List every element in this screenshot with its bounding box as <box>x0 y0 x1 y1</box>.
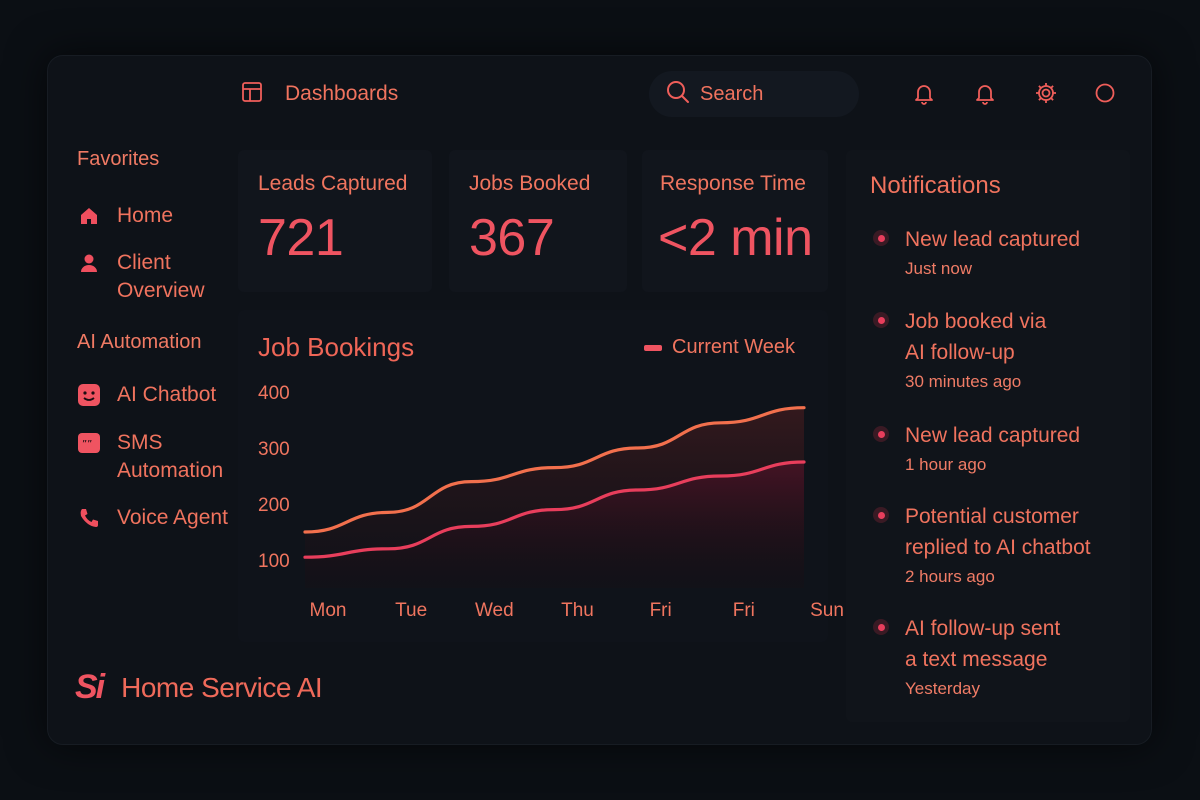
notification-item[interactable]: Potential customer replied to AI chatbot… <box>873 501 1091 587</box>
notification-item[interactable]: New lead captured 1 hour ago <box>873 420 1080 475</box>
brand: Si Home Service AI <box>75 668 323 707</box>
sidebar-item-client-overview[interactable]: Client Overview <box>77 249 205 305</box>
stat-title: Response Time <box>660 172 806 195</box>
chart-title: Job Bookings <box>258 332 415 362</box>
user-icon <box>77 251 101 275</box>
profile-icon[interactable] <box>1092 80 1118 106</box>
search-icon <box>666 80 690 109</box>
home-icon <box>77 204 101 228</box>
brand-logo: Si <box>75 668 105 706</box>
sidebar-item-label: Home <box>117 204 174 227</box>
bell-icon[interactable] <box>911 80 937 106</box>
notification-item[interactable]: Job booked via AI follow-up 30 minutes a… <box>873 306 1046 392</box>
sidebar-item-home[interactable]: Home <box>77 202 173 230</box>
notification-dot-icon <box>873 230 889 246</box>
ai-automation-heading: AI Automation <box>77 331 202 353</box>
legend-swatch <box>644 344 662 351</box>
notification-time: Just now <box>905 259 973 278</box>
sidebar-item-label: Client Overview <box>117 251 205 302</box>
gear-icon[interactable] <box>1033 80 1059 106</box>
notification-dot-icon <box>873 619 889 635</box>
stat-card-jobs: Jobs Booked 367 <box>449 150 627 292</box>
dashboard-icon <box>241 81 263 108</box>
svg-text:””: ”” <box>82 439 92 450</box>
sms-icon: ”” <box>77 431 101 455</box>
stat-card-response: Response Time <2 min <box>642 150 828 292</box>
notification-dot-icon <box>873 426 889 442</box>
stat-value: <2 min <box>658 209 813 267</box>
sidebar-item-label: Voice Agent <box>117 506 228 529</box>
brand-name: Home Service AI <box>121 671 323 703</box>
sidebar-item-ai-chatbot[interactable]: AI Chatbot <box>77 381 216 409</box>
search-input[interactable]: Search <box>649 71 859 117</box>
notification-dot-icon <box>873 507 889 523</box>
notification-time: 30 minutes ago <box>905 372 1022 391</box>
notification-time: Yesterday <box>905 679 980 698</box>
notification-item[interactable]: AI follow-up sent a text message Yesterd… <box>873 613 1060 699</box>
notification-dot-icon <box>873 312 889 328</box>
notification-item[interactable]: New lead captured Just now <box>873 224 1080 279</box>
stat-title: Jobs Booked <box>469 172 591 195</box>
notification-time: 1 hour ago <box>905 455 987 474</box>
dashboards-nav[interactable]: Dashboards <box>241 80 398 108</box>
stat-value: 721 <box>258 209 344 267</box>
bell-icon[interactable] <box>972 80 998 106</box>
phone-icon <box>77 506 101 530</box>
chatbot-icon <box>77 383 101 407</box>
stat-value: 367 <box>469 209 555 267</box>
favorites-heading: Favorites <box>77 148 160 170</box>
dashboards-label: Dashboards <box>285 82 399 105</box>
search-placeholder: Search <box>700 82 764 105</box>
stat-card-leads: Leads Captured 721 <box>238 150 432 292</box>
notifications-panel <box>846 150 1130 722</box>
notification-text: Job booked via AI follow-up <box>905 310 1047 364</box>
notification-text: Potential customer replied to AI chatbot <box>905 505 1091 559</box>
notification-text: New lead captured <box>905 228 1081 251</box>
sidebar-item-sms-automation[interactable]: ”” SMS Automation <box>77 429 223 485</box>
sidebar-item-label: SMS Automation <box>117 431 224 482</box>
notification-text: AI follow-up sent a text message <box>905 617 1061 671</box>
stat-title: Leads Captured <box>258 172 408 195</box>
notification-time: 2 hours ago <box>905 567 995 586</box>
sidebar-item-label: AI Chatbot <box>117 383 217 406</box>
chart-legend: Current Week <box>644 336 795 359</box>
sidebar-item-voice-agent[interactable]: Voice Agent <box>77 504 228 532</box>
notification-text: New lead captured <box>905 424 1081 447</box>
legend-label: Current Week <box>672 336 796 358</box>
notifications-title: Notifications <box>870 172 1001 199</box>
